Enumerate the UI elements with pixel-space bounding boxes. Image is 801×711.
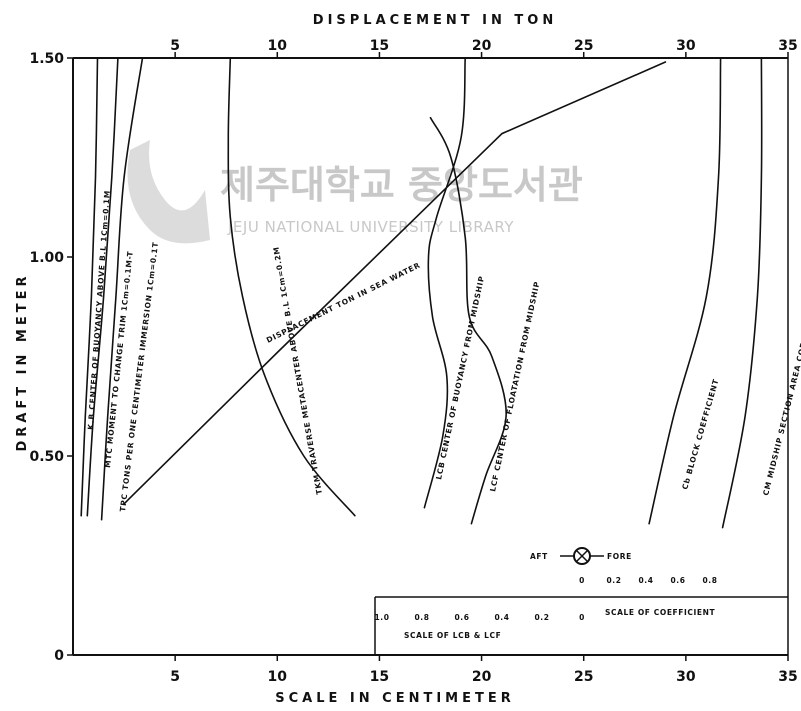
bottom-tick-label: 25 [574, 669, 593, 685]
y-tick-label: 0 [54, 648, 64, 664]
y-axis-ticks: 0 0.50 1.00 1.50 [29, 51, 73, 664]
top-tick-label: 10 [268, 38, 288, 54]
bottom-axis-ticks: 5 10 15 20 25 30 35 [170, 655, 798, 685]
top-tick-label: 20 [472, 38, 492, 54]
top-tick-label: 5 [170, 38, 180, 54]
curve-kb [80, 57, 99, 517]
coefficient-scale-ticks: 0 0.2 0.4 0.6 0.8 [579, 576, 717, 585]
lcb-lcf-tick-label: 1.0 [374, 613, 389, 622]
label-tkm: TKM TRAVERSE METACENTER ABOVE B.L 1Cm=0.… [271, 246, 324, 496]
label-cm: CM MIDSHIP SECTION AREA COEFFICIENT [761, 298, 801, 496]
hydrostatic-curves [80, 57, 763, 529]
watermark-korean: 제주대학교 중앙도서관 [220, 163, 583, 207]
top-tick-label: 25 [574, 38, 593, 54]
y-axis-title: DRAFT IN METER [15, 273, 30, 452]
curve-lcb [423, 57, 466, 509]
coefficient-tick-label: 0.8 [702, 576, 717, 585]
label-cb: Cb BLOCK COEFFICIENT [680, 378, 720, 491]
plot-frame [72, 57, 789, 656]
label-kb: K.B CENTER OF BUOYANCY ABOVE B.L 1Cm=0.1… [86, 190, 112, 430]
watermark-english: JEJU NATIONAL UNIVERSITY LIBRARY [227, 218, 514, 236]
scale-inset: AFT FORE 0 0.2 0.4 0.6 0.8 SCALE OF COEFFICI… [374, 547, 788, 655]
lcb-lcf-tick-label: 0.2 [534, 613, 549, 622]
top-tick-label: 15 [370, 38, 389, 54]
coefficient-tick-label: 0 [579, 576, 585, 585]
lcb-lcf-scale-ticks: 1.0 0.8 0.6 0.4 0.2 0 [374, 613, 584, 622]
lcb-lcf-tick-label: 0.8 [414, 613, 429, 622]
midship-symbol-cross-2 [575, 549, 589, 563]
coefficient-tick-label: 0.4 [638, 576, 653, 585]
coefficient-scale-label: SCALE OF COEFFICIENT [605, 608, 715, 617]
top-axis-title: DISPLACEMENT IN TON [313, 13, 557, 28]
watermark: 제주대학교 중앙도서관 JEJU NATIONAL UNIVERSITY LIB… [127, 140, 583, 244]
y-tick-label: 1.50 [29, 51, 64, 67]
bottom-tick-label: 5 [170, 669, 180, 685]
curve-tkm [227, 57, 356, 517]
top-tick-label: 35 [778, 38, 797, 54]
top-tick-label: 30 [676, 38, 696, 54]
curve-cm [721, 57, 763, 529]
lcb-lcf-tick-label: 0 [579, 613, 585, 622]
label-lcf: LCF CENTER OF FLOATATION FROM MIDSHIP [488, 280, 542, 492]
bottom-tick-label: 15 [370, 669, 389, 685]
curve-cb [648, 57, 722, 525]
y-tick-label: 0.50 [29, 449, 64, 465]
bottom-tick-label: 35 [778, 669, 797, 685]
lcb-lcf-scale-label: SCALE OF LCB & LCF [404, 631, 501, 640]
lcb-lcf-tick-label: 0.4 [494, 613, 509, 622]
curve-tpc [100, 57, 144, 521]
bottom-axis-title: SCALE IN CENTIMETER [275, 691, 514, 706]
aft-label: AFT [530, 552, 548, 561]
top-axis-ticks: 5 10 15 20 25 30 35 [170, 38, 798, 58]
curve-mtc [86, 57, 119, 517]
label-lcb: LCB CENTER OF BUOYANCY FROM MIDSHIP [434, 275, 486, 481]
bottom-tick-label: 30 [676, 669, 696, 685]
bottom-tick-label: 20 [472, 669, 492, 685]
curve-lcf [429, 116, 507, 525]
y-tick-label: 1.00 [29, 250, 64, 266]
fore-label: FORE [607, 552, 632, 561]
coefficient-tick-label: 0.6 [670, 576, 685, 585]
curve-displacement [123, 61, 667, 505]
coefficient-tick-label: 0.2 [606, 576, 621, 585]
bottom-tick-label: 10 [268, 669, 288, 685]
watermark-logo-mark [127, 140, 210, 244]
lcb-lcf-tick-label: 0.6 [454, 613, 469, 622]
